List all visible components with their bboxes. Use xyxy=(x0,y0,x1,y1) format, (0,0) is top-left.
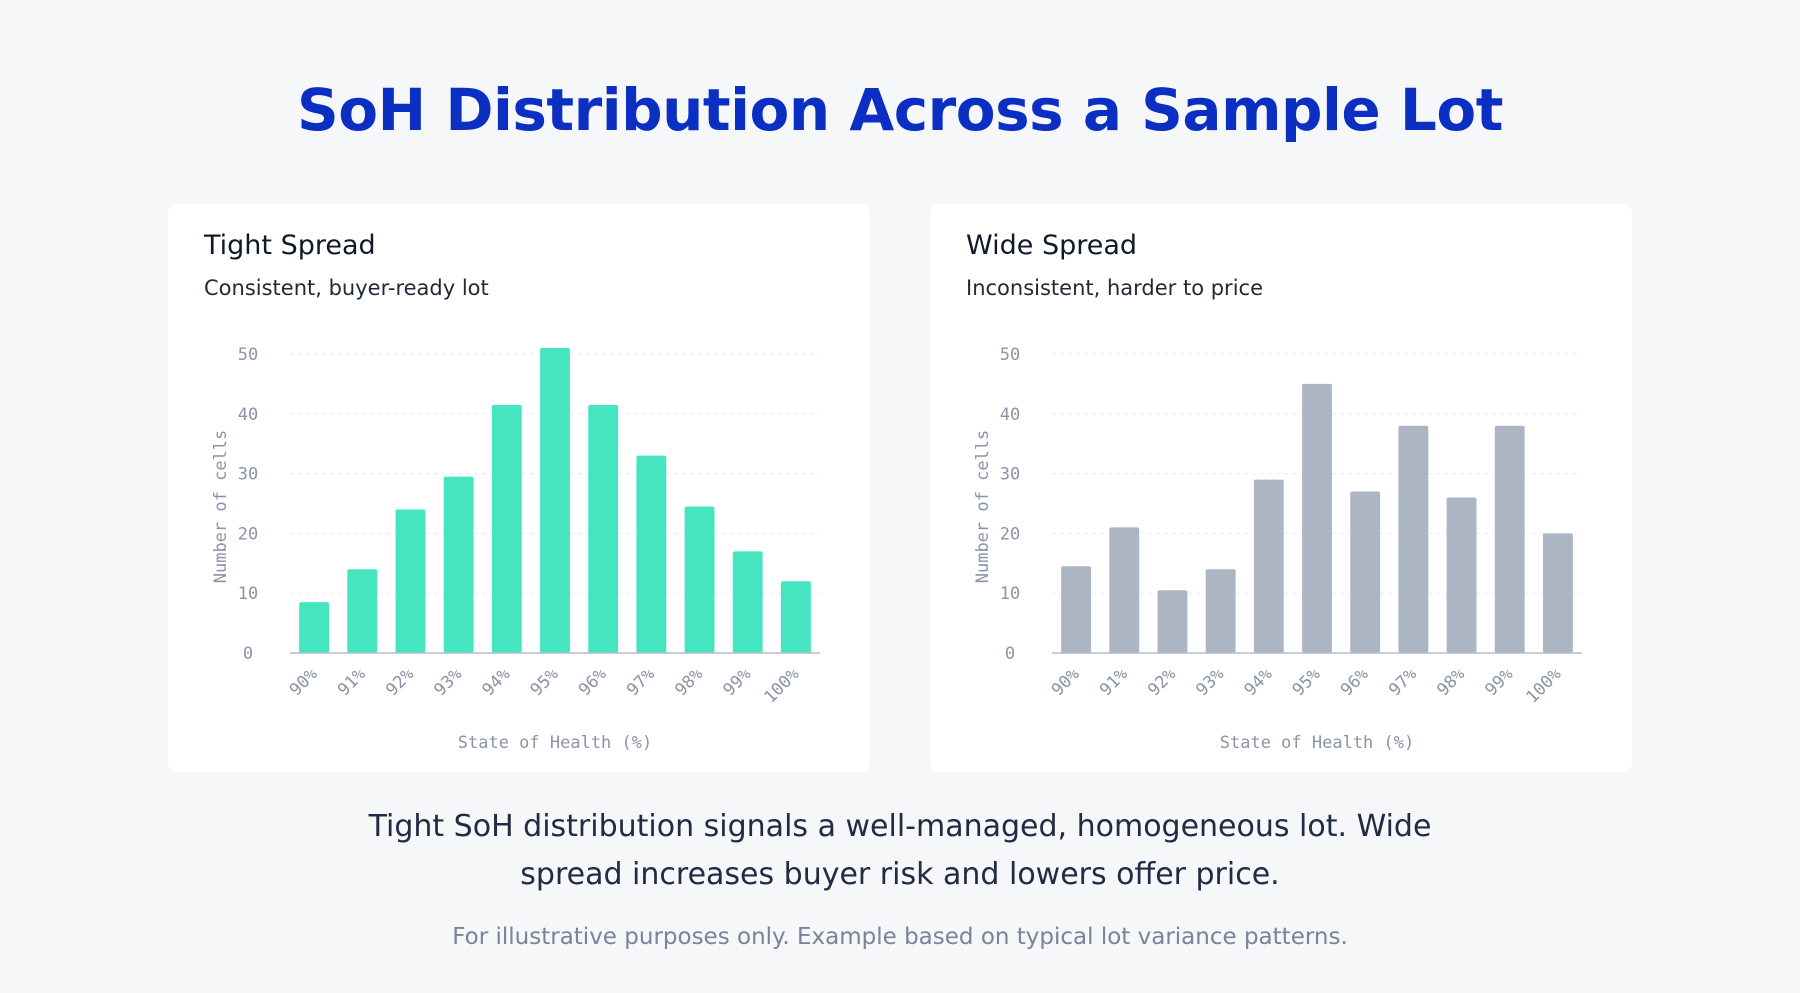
chart-title: Tight Spread xyxy=(204,230,376,261)
x-tick-label: 92% xyxy=(382,664,418,700)
chart-subtitle: Consistent, buyer-ready lot xyxy=(204,276,489,300)
y-tick-label: 10 xyxy=(1000,584,1020,604)
y-tick-label: 20 xyxy=(1000,524,1020,544)
bar xyxy=(1446,497,1477,653)
bar xyxy=(1494,425,1525,653)
x-axis-title: State of Health (%) xyxy=(1220,733,1414,753)
y-tick-label: 50 xyxy=(238,345,258,365)
y-tick-label: 40 xyxy=(1000,405,1020,425)
footnote: For illustrative purposes only. Example … xyxy=(452,924,1348,950)
bar xyxy=(732,551,763,653)
x-tick-label: 93% xyxy=(1192,664,1228,700)
x-tick-label: 98% xyxy=(671,664,707,700)
page-title: SoH Distribution Across a Sample Lot xyxy=(297,76,1503,144)
bar xyxy=(780,581,811,653)
tight-spread-chart: 0 10 20 30 40 50 90% 91% 92% 93% 94% 95% 96% 97% 98% 99… xyxy=(211,345,820,753)
x-tick-label: 95% xyxy=(1289,664,1325,700)
wide-spread-chart: 0 10 20 30 40 50 90% 91% 92% 93% 94% 95% 96% 97% 98% 99… xyxy=(973,345,1582,753)
wide-spread-card: Wide Spread Inconsistent, harder to pric… xyxy=(930,204,1632,772)
x-tick-label: 90% xyxy=(286,664,322,700)
x-tick-label: 94% xyxy=(1240,664,1276,700)
x-tick-label: 100% xyxy=(760,664,803,707)
y-axis-title: Number of cells xyxy=(973,430,993,584)
bar xyxy=(1398,425,1429,653)
x-tick-label: 97% xyxy=(623,664,659,700)
y-tick-label: 0 xyxy=(243,644,253,664)
bar xyxy=(684,506,715,653)
bar xyxy=(443,476,474,653)
x-tick-label: 90% xyxy=(1048,664,1084,700)
y-tick-label: 0 xyxy=(1005,644,1015,664)
bar xyxy=(1253,479,1284,653)
x-tick-label: 91% xyxy=(334,664,370,700)
bar xyxy=(491,404,522,653)
x-tick-label: 92% xyxy=(1144,664,1180,700)
bar xyxy=(395,509,426,653)
bar xyxy=(1205,569,1236,653)
chart-title: Wide Spread xyxy=(966,230,1138,261)
x-tick-label: 96% xyxy=(1337,664,1373,700)
y-tick-label: 30 xyxy=(1000,465,1020,485)
bar xyxy=(540,348,570,653)
bar xyxy=(588,404,619,653)
y-tick-label: 20 xyxy=(238,524,258,544)
bar xyxy=(1350,491,1381,653)
bar xyxy=(1109,527,1140,653)
caption-text: Tight SoH distribution signals a well-ma… xyxy=(368,809,1432,892)
x-tick-label: 98% xyxy=(1433,664,1469,700)
x-tick-label: 100% xyxy=(1522,664,1565,707)
y-tick-label: 40 xyxy=(238,405,258,425)
bar xyxy=(1061,566,1092,653)
y-axis-title: Number of cells xyxy=(211,430,231,584)
x-tick-label: 94% xyxy=(478,664,514,700)
chart-subtitle: Inconsistent, harder to price xyxy=(966,276,1263,300)
y-tick-label: 50 xyxy=(1000,345,1020,365)
caption: Tight SoH distribution signals a well-ma… xyxy=(0,803,1800,899)
x-tick-label: 91% xyxy=(1096,664,1132,700)
x-tick-label: 96% xyxy=(575,664,611,700)
bar xyxy=(1157,590,1188,653)
bar xyxy=(636,455,667,653)
bar xyxy=(1542,533,1573,653)
x-tick-label: 93% xyxy=(430,664,466,700)
x-tick-label: 99% xyxy=(1481,664,1517,700)
x-tick-label: 99% xyxy=(719,664,755,700)
x-tick-label: 95% xyxy=(527,664,563,700)
y-tick-label: 10 xyxy=(238,584,258,604)
y-tick-label: 30 xyxy=(238,465,258,485)
bar xyxy=(1302,383,1332,653)
bar xyxy=(299,602,330,653)
tight-spread-card: Tight Spread Consistent, buyer-ready lot… xyxy=(168,204,870,772)
bar xyxy=(347,569,378,653)
x-tick-label: 97% xyxy=(1385,664,1421,700)
x-axis-title: State of Health (%) xyxy=(458,733,652,753)
